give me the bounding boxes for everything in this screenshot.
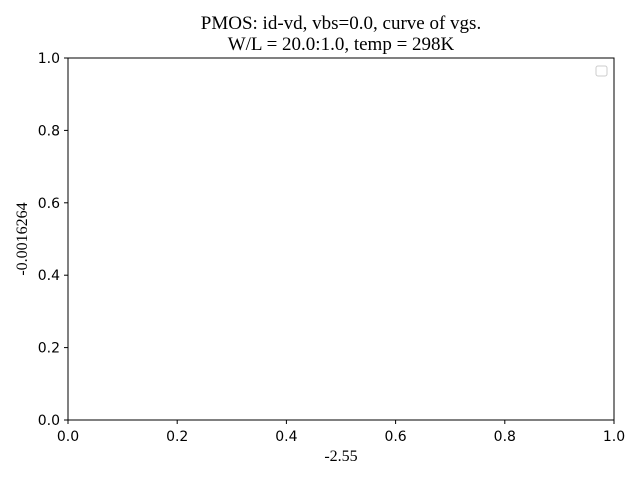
y-axis-label: -0.0016264 (14, 202, 31, 275)
x-tick-label: 0.2 (166, 429, 188, 445)
x-tick-label: 0.8 (494, 429, 516, 445)
y-tick-label: 0.0 (38, 413, 60, 429)
x-axis-label: -2.55 (324, 448, 357, 465)
y-tick-label: 0.4 (38, 268, 60, 284)
chart-title-line-1: PMOS: id-vd, vbs=0.0, curve of vgs. (201, 13, 481, 34)
x-axis-ticks: 0.0 0.2 0.4 0.6 0.8 1.0 (57, 420, 625, 445)
y-tick-label: 1.0 (38, 51, 60, 67)
plot-area-frame (67, 57, 615, 421)
chart-title-line-2: W/L = 20.0:1.0, temp = 298K (228, 34, 455, 55)
x-tick-label: 0.0 (57, 429, 79, 445)
y-tick-label: 0.2 (38, 341, 60, 357)
x-tick-label: 0.6 (384, 429, 406, 445)
x-tick-label: 1.0 (603, 429, 625, 445)
y-axis-ticks: 0.0 0.2 0.4 0.6 0.8 1.0 (38, 51, 68, 429)
legend-box (595, 65, 608, 77)
x-tick-label: 0.4 (275, 429, 297, 445)
y-tick-label: 0.6 (38, 196, 60, 212)
y-tick-label: 0.8 (38, 123, 60, 139)
